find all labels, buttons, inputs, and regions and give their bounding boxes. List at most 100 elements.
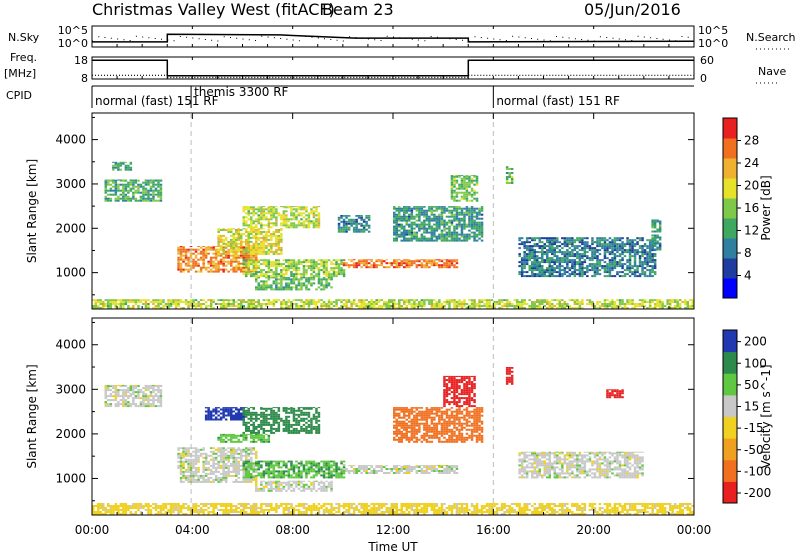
power-panel-cell	[132, 195, 135, 198]
power-panel-cell	[473, 225, 476, 228]
power-panel-cell	[159, 189, 163, 192]
power-panel-cell	[104, 197, 107, 200]
power-panel-cell	[520, 271, 524, 274]
power-panel-cell	[656, 305, 659, 307]
power-panel-cell	[214, 252, 218, 255]
power-panel-cell	[305, 284, 308, 287]
velocity-panel-cell	[204, 480, 208, 483]
power-panel-cell	[621, 237, 624, 240]
power-panel-cell	[157, 183, 160, 186]
velocity-panel-cell	[214, 418, 218, 421]
power-panel-cell	[455, 237, 459, 240]
power-panel-cell	[593, 263, 597, 266]
power-panel-cell	[255, 248, 258, 251]
power-panel-cell	[656, 246, 659, 249]
power-panel-cell	[598, 241, 602, 244]
power-panel-cell	[508, 182, 511, 184]
power-panel-cell	[651, 244, 654, 247]
power-panel-cell	[475, 225, 479, 228]
power-panel-cell	[403, 303, 406, 305]
power-panel-cell	[212, 264, 215, 267]
power-panel-cell	[192, 299, 195, 301]
power-panel-cell	[214, 248, 218, 251]
power-panel-cell	[653, 226, 657, 229]
power-panel-cell	[485, 307, 489, 309]
power-panel-cell	[275, 265, 278, 268]
power-panel-cell	[337, 259, 341, 262]
power-panel-cell	[177, 264, 180, 267]
power-panel-cell	[593, 247, 597, 250]
power-panel-cell	[460, 239, 464, 242]
velocity-panel-cell	[209, 414, 213, 417]
power-panel-cell	[453, 239, 456, 242]
velocity-panel-cell	[212, 414, 215, 417]
velocity-panel-cell	[129, 389, 133, 392]
power-panel-cell	[628, 259, 632, 262]
power-panel-cell	[272, 275, 276, 278]
power-panel-cell	[362, 262, 366, 265]
power-panel-cell	[124, 195, 128, 198]
power-panel-cell	[653, 255, 657, 258]
power-panel-cell	[360, 303, 363, 305]
power-panel-cell	[252, 270, 255, 273]
power-panel-cell	[468, 179, 471, 182]
power-panel-cell	[260, 275, 263, 278]
velocity-panel-cell	[262, 419, 266, 422]
velocity-panel-cell	[212, 458, 215, 461]
power-panel-cell	[656, 240, 659, 243]
power-panel-cell	[641, 265, 644, 268]
power-panel-cell	[320, 263, 323, 266]
power-panel-cell	[265, 303, 268, 305]
power-panel-cell	[573, 263, 577, 266]
velocity-panel-cell	[219, 408, 223, 411]
power-panel-cell	[563, 245, 567, 248]
power-panel-cell	[541, 251, 544, 254]
power-panel-cell	[561, 303, 564, 305]
power-panel-cell	[453, 179, 456, 182]
power-panel-cell	[267, 224, 271, 227]
power-panel-cell	[415, 209, 419, 212]
power-panel-cell	[453, 199, 456, 202]
velocity-panel-cell	[154, 393, 158, 396]
power-panel-cell	[408, 213, 411, 216]
power-panel-cell	[250, 250, 253, 253]
power-panel-cell	[272, 214, 276, 217]
power-panel-cell	[270, 271, 273, 274]
power-panel-cell	[280, 224, 283, 227]
power-panel-cell	[453, 299, 456, 301]
power-panel-cell	[538, 299, 541, 301]
velocity-panel-cell	[117, 403, 120, 406]
power-panel-cell	[342, 226, 346, 229]
velocity-panel-cell	[270, 431, 273, 434]
power-panel-cell	[340, 259, 343, 262]
power-panel-cell	[541, 259, 544, 262]
power-panel-cell	[465, 209, 469, 212]
velocity-panel-cell	[109, 384, 113, 386]
power-panel-cell	[408, 215, 411, 218]
power-panel-cell	[548, 303, 551, 305]
power-panel-cell	[470, 305, 474, 307]
power-panel-cell	[187, 256, 190, 259]
power-panel-cell	[440, 235, 444, 238]
velocity-panel-cell	[230, 462, 233, 465]
velocity-panel-cell	[245, 423, 248, 426]
power-panel-cell	[596, 239, 599, 242]
velocity-panel-cell	[179, 466, 183, 469]
power-panel-cell	[265, 218, 268, 221]
power-panel-cell	[568, 253, 572, 256]
velocity-panel-cell	[124, 385, 128, 388]
power-panel-cell	[450, 211, 454, 214]
velocity-panel-cell	[265, 421, 268, 424]
velocity-panel-cell	[189, 468, 193, 471]
power-panel-cell	[548, 265, 551, 268]
power-panel-cell	[636, 275, 639, 278]
velocity-panel-cell	[260, 425, 263, 428]
power-panel-cell	[636, 249, 639, 252]
power-panel-cell	[465, 187, 469, 190]
velocity-panel-cell	[104, 389, 107, 392]
velocity-panel-cell	[250, 407, 253, 409]
power-panel-cell	[257, 305, 260, 307]
power-panel-cell	[300, 206, 303, 209]
power-panel-cell	[651, 253, 654, 256]
power-panel-cell	[184, 250, 188, 253]
